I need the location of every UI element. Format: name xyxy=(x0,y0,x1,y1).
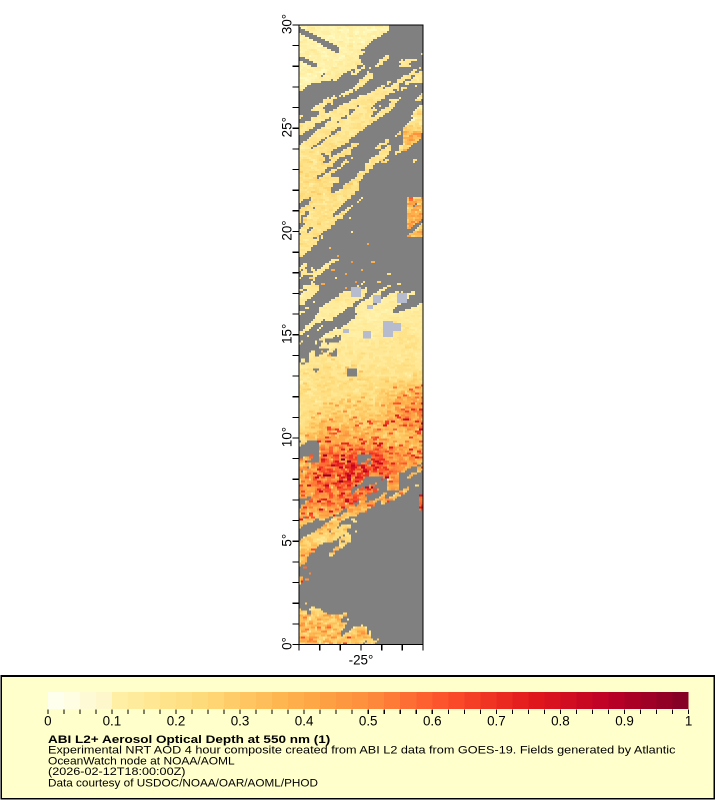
svg-text:0.9: 0.9 xyxy=(615,713,634,728)
svg-text:5°: 5° xyxy=(280,534,295,547)
svg-text:1: 1 xyxy=(685,713,692,728)
svg-text:0.5: 0.5 xyxy=(359,713,378,728)
svg-text:0°: 0° xyxy=(280,637,295,650)
svg-text:10°: 10° xyxy=(280,427,295,447)
svg-text:0.6: 0.6 xyxy=(423,713,442,728)
svg-text:30°: 30° xyxy=(280,14,295,34)
svg-text:20°: 20° xyxy=(280,220,295,240)
svg-text:-25°: -25° xyxy=(349,653,374,668)
svg-text:(2026-02-12T18:00:00Z): (2026-02-12T18:00:00Z) xyxy=(48,766,186,778)
svg-text:25°: 25° xyxy=(280,117,295,137)
svg-text:15°: 15° xyxy=(280,324,295,344)
svg-text:ABI L2+ Aerosol Optical Depth: ABI L2+ Aerosol Optical Depth at 550 nm … xyxy=(48,734,331,746)
svg-text:0.3: 0.3 xyxy=(231,713,250,728)
svg-text:0: 0 xyxy=(44,713,51,728)
svg-text:0.1: 0.1 xyxy=(103,713,122,728)
svg-text:0.7: 0.7 xyxy=(487,713,506,728)
svg-text:0.2: 0.2 xyxy=(167,713,186,728)
svg-text:Experimental NRT AOD 4 hour co: Experimental NRT AOD 4 hour composite cr… xyxy=(48,745,676,757)
svg-text:Data courtesy of USDOC/NOAA/OA: Data courtesy of USDOC/NOAA/OAR/AOML/PHO… xyxy=(48,777,318,789)
svg-text:0.8: 0.8 xyxy=(551,713,570,728)
svg-text:OceanWatch node at NOAA/AOML: OceanWatch node at NOAA/AOML xyxy=(48,755,235,767)
svg-text:0.4: 0.4 xyxy=(295,713,314,728)
